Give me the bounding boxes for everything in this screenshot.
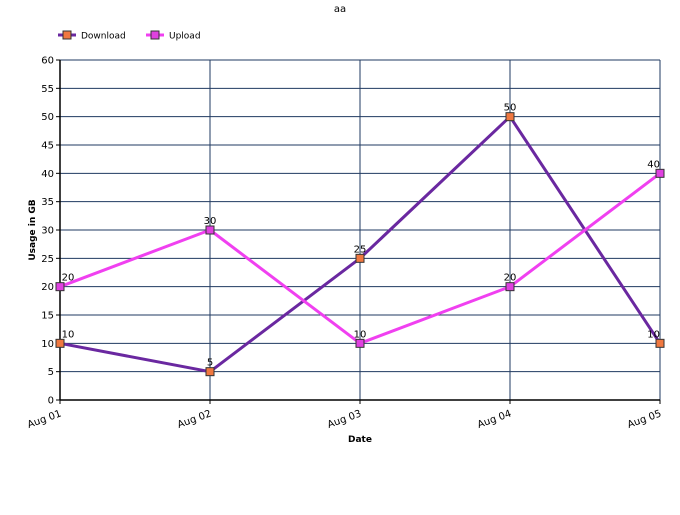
x-tick-label: Aug 04 [476,408,513,430]
data-point-upload [55,282,65,292]
series-layer [55,112,665,377]
y-axis-label: Usage in GB [28,199,38,260]
y-tick-label: 50 [41,112,54,123]
y-tick-label: 10 [41,339,54,350]
legend-label-upload: Upload [169,32,201,42]
y-tick-label: 60 [41,56,54,67]
legend-label-download: Download [81,32,126,42]
y-tick-label: 40 [41,169,54,180]
data-point-download [55,338,65,348]
y-tick-label: 35 [41,197,54,208]
legend-marker-download [62,30,72,40]
data-label: 10 [62,329,75,340]
data-point-upload [355,338,365,348]
data-label: 30 [204,216,217,227]
grid [60,59,661,400]
data-point-upload [655,168,665,178]
data-point-download [205,367,215,377]
data-label: 5 [207,358,213,369]
data-label: 20 [62,273,75,284]
x-tick-label: Aug 03 [326,408,363,430]
data-label: 40 [647,159,660,170]
y-tick-label: 15 [41,311,54,322]
x-axis-label: Date [348,435,372,445]
data-label: 10 [647,329,660,340]
data-label: 50 [504,103,517,114]
legend: Download Upload [58,30,201,42]
data-label: 10 [354,329,367,340]
y-tick-label: 55 [41,84,54,95]
y-tick-label: 45 [41,141,54,152]
y-tick-label: 25 [41,254,54,265]
x-tick-label: Aug 01 [26,408,63,430]
chart-title: aa [334,4,346,15]
y-tick-label: 30 [41,226,54,237]
y-tick-label: 5 [48,367,54,378]
data-labels: 10 5 25 50 10 20 30 10 20 40 [62,103,660,369]
x-axis-ticks: Aug 01 Aug 02 Aug 03 Aug 04 Aug 05 [26,400,663,431]
x-tick-label: Aug 05 [626,408,663,430]
y-tick-label: 20 [41,282,54,293]
y-axis-ticks: 0 5 10 15 20 25 30 35 40 45 50 55 60 [41,56,60,407]
data-point-download [355,253,365,263]
y-tick-label: 0 [48,396,54,407]
legend-marker-upload [150,30,160,40]
x-tick-label: Aug 02 [176,408,213,430]
data-point-upload [205,225,215,235]
data-point-download [655,338,665,348]
data-point-upload [505,282,515,292]
data-point-download [505,112,515,122]
data-label: 20 [504,273,517,284]
data-label: 25 [354,244,367,255]
